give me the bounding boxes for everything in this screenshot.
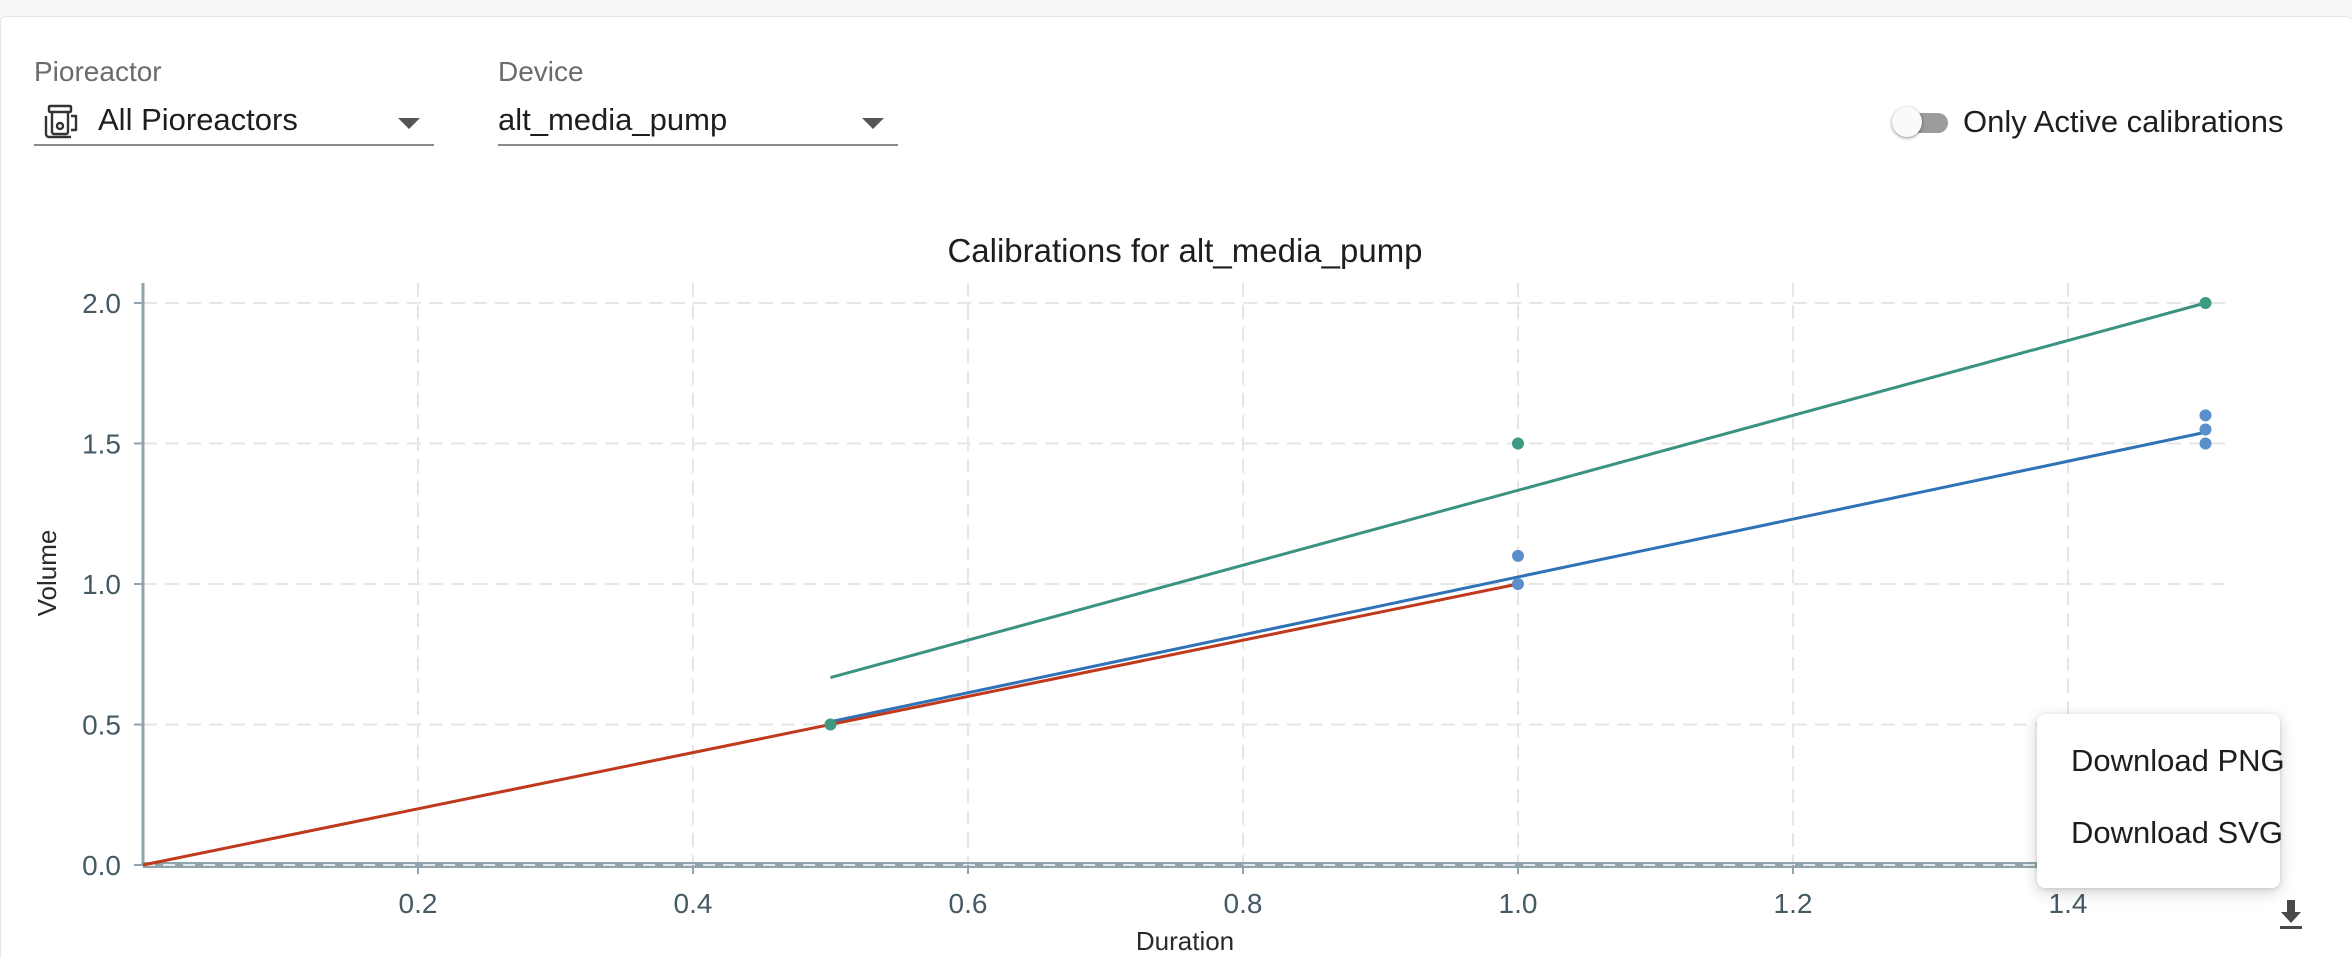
fit-line <box>830 301 2206 680</box>
bioreactor-icon <box>42 102 82 147</box>
x-tick-label: 0.2 <box>399 888 438 919</box>
fit-line <box>830 430 2206 724</box>
device-field: Device alt_media_pump <box>498 56 898 152</box>
data-point <box>1512 437 1524 450</box>
y-tick-label: 2.0 <box>82 288 121 319</box>
data-point <box>2199 409 2212 422</box>
data-point <box>2199 297 2212 309</box>
chart-title: Calibrations for alt_media_pump <box>947 232 1422 269</box>
y-tick-label: 1.5 <box>82 429 121 460</box>
device-select[interactable]: alt_media_pump <box>498 96 898 146</box>
toggle-thumb[interactable] <box>1892 107 1922 137</box>
x-tick-label: 1.4 <box>2049 888 2088 919</box>
data-point <box>1512 549 1524 562</box>
calibrations-card <box>0 16 2352 958</box>
x-tick-label: 1.2 <box>1774 888 1813 919</box>
y-tick-label: 0.5 <box>82 710 121 741</box>
pioreactor-field: Pioreactor All Pioreactors <box>34 56 434 152</box>
x-tick-label: 0.4 <box>674 888 713 919</box>
data-point <box>2199 423 2212 436</box>
y-tick-label: 1.0 <box>82 569 121 600</box>
only-active-toggle[interactable] <box>1892 104 1952 140</box>
download-svg-menu-item[interactable]: Download SVG <box>2071 815 2283 850</box>
only-active-label: Only Active calibrations <box>1963 104 2284 139</box>
pioreactor-select-value: All Pioreactors <box>98 102 298 137</box>
download-menu: Download PNG Download SVG <box>2037 714 2285 888</box>
x-tick-label: 1.0 <box>1499 888 1538 919</box>
x-tick-label: 0.8 <box>1224 888 1263 919</box>
download-png-menu-item[interactable]: Download PNG <box>2071 743 2285 778</box>
y-axis-label: Volume <box>32 530 62 617</box>
pioreactor-select[interactable]: All Pioreactors <box>34 96 434 146</box>
x-axis-label: Duration <box>1136 926 1234 956</box>
device-select-value: alt_media_pump <box>498 102 728 137</box>
chart-grid <box>143 283 2226 865</box>
data-point <box>824 718 837 731</box>
chevron-down-icon <box>862 118 884 129</box>
chevron-down-icon <box>398 118 420 129</box>
download-icon[interactable] <box>2276 898 2306 937</box>
pioreactor-label: Pioreactor <box>34 56 162 87</box>
data-point <box>2199 437 2212 450</box>
data-points <box>824 297 2212 731</box>
y-tick-label: 0.0 <box>82 850 121 881</box>
device-label: Device <box>498 56 584 87</box>
data-point <box>1512 578 1524 590</box>
chart-axes: 0.2 0.4 0.6 0.8 1.0 1.2 1.4 0.0 0.5 1.0 1.5 2.0 <box>82 283 2087 919</box>
x-tick-label: 0.6 <box>949 888 988 919</box>
